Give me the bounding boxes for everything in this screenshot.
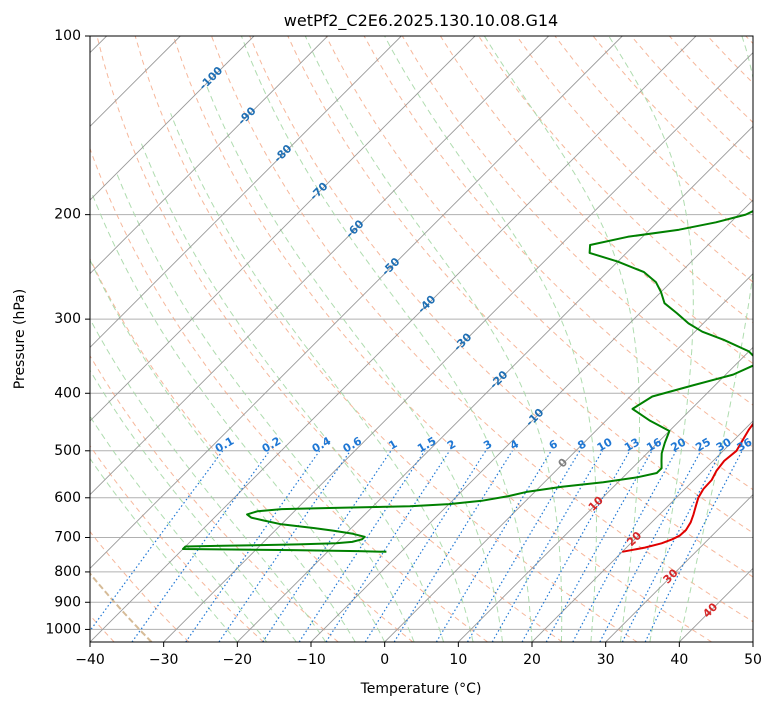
x-tick-label: −40 [75, 652, 105, 668]
x-tick-label: 30 [597, 652, 615, 668]
x-tick-label: 40 [670, 652, 688, 668]
y-tick-label: 200 [54, 207, 81, 223]
y-axis-title: Pressure (hPa) [12, 289, 28, 389]
x-tick-label: −20 [223, 652, 253, 668]
y-tick-label: 700 [54, 530, 81, 546]
x-tick-label: 50 [744, 652, 762, 668]
x-tick-label: −30 [149, 652, 179, 668]
x-tick-label: 0 [380, 652, 389, 668]
y-tick-label: 500 [54, 443, 81, 459]
x-tick-label: 20 [523, 652, 541, 668]
y-tick-label: 900 [54, 594, 81, 610]
y-tick-label: 400 [54, 385, 81, 401]
x-tick-label: −10 [296, 652, 326, 668]
y-tick-label: 300 [54, 311, 81, 327]
x-axis-title: Temperature (°C) [360, 681, 482, 697]
y-tick-label: 800 [54, 564, 81, 580]
y-tick-label: 1000 [45, 621, 81, 637]
x-tick-label: 10 [449, 652, 467, 668]
y-tick-label: 600 [54, 490, 81, 506]
chart-title: wetPf2_C2E6.2025.130.10.08.G14 [284, 11, 558, 31]
y-tick-label: 100 [54, 28, 81, 44]
